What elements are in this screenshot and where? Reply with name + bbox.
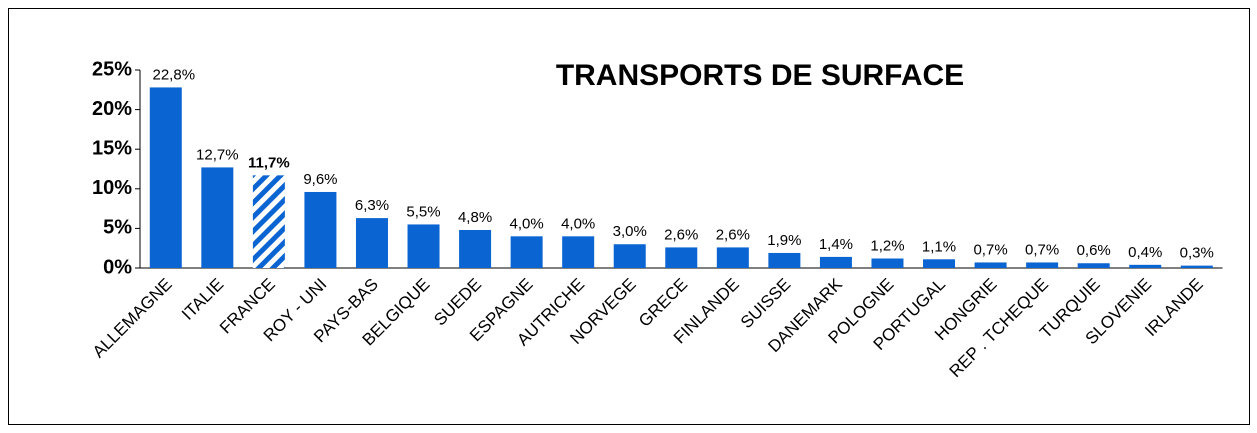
bar: [1129, 264, 1162, 268]
bar: [768, 252, 801, 268]
value-label: 0,7%: [1025, 241, 1059, 258]
bar: [716, 247, 749, 268]
bar: [562, 236, 595, 268]
chart-title: TRANSPORTS DE SURFACE: [556, 59, 964, 92]
bar: [407, 224, 440, 268]
value-label: 1,4%: [819, 236, 853, 253]
bar: [201, 167, 234, 268]
bar: [459, 229, 492, 268]
bar: [665, 247, 698, 268]
bar: [304, 191, 337, 268]
value-label: 1,1%: [922, 238, 956, 255]
y-tick-label: 0%: [103, 256, 132, 278]
value-label: 0,3%: [1180, 245, 1214, 262]
bar: [149, 87, 182, 268]
value-label: 4,8%: [458, 209, 492, 226]
value-label: 9,6%: [303, 171, 337, 188]
value-label: 4,0%: [561, 215, 595, 232]
value-label: 1,9%: [767, 232, 801, 249]
bar: [923, 259, 956, 268]
y-tick-label: 20%: [92, 98, 132, 120]
bar: [871, 258, 904, 268]
value-label: 2,6%: [664, 226, 698, 243]
value-label: 11,7%: [248, 154, 290, 171]
bar: [1180, 265, 1213, 268]
value-label: 0,4%: [1128, 244, 1162, 261]
y-tick-label: 25%: [92, 58, 132, 80]
value-label: 1,2%: [870, 237, 904, 254]
bar: [613, 244, 646, 268]
y-tick-label: 5%: [103, 217, 132, 239]
value-label: 4,0%: [510, 215, 544, 232]
bar: [974, 262, 1007, 268]
bar: [1077, 263, 1110, 268]
value-label: 12,7%: [196, 146, 239, 163]
y-tick-label: 15%: [92, 137, 132, 159]
value-label: 22,8%: [153, 66, 196, 83]
bar: [510, 236, 543, 268]
value-label: 0,7%: [973, 241, 1007, 258]
value-label: 6,3%: [355, 197, 389, 214]
bar: [355, 218, 388, 268]
value-label: 5,5%: [406, 203, 440, 220]
y-tick-label: 10%: [92, 177, 132, 199]
bar: [1026, 262, 1059, 268]
bar: [252, 175, 285, 268]
value-label: 2,6%: [716, 226, 750, 243]
value-label: 0,6%: [1077, 242, 1111, 259]
value-label: 3,0%: [613, 223, 647, 240]
bar: [819, 256, 852, 268]
